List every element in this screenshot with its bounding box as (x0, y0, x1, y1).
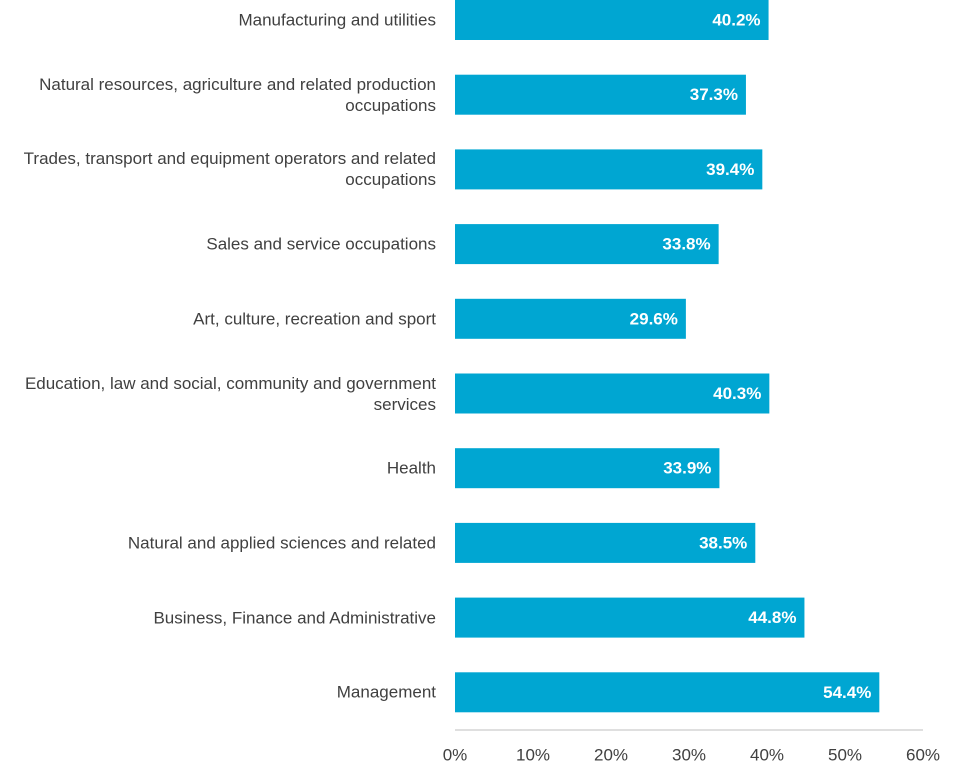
value-label: 38.5% (699, 533, 747, 552)
value-label: 40.2% (712, 10, 760, 29)
category-label: Business, Finance and Administrative (153, 608, 436, 628)
x-tick-label: 60% (906, 745, 940, 764)
bar (455, 149, 763, 190)
bar (455, 522, 756, 563)
x-tick-label: 10% (516, 745, 550, 764)
category-label: Sales and service occupations (206, 234, 436, 254)
category-label: Management (336, 682, 436, 702)
bar (455, 74, 746, 115)
value-label: 44.8% (748, 608, 796, 627)
category-label: Trades, transport and equipment operator… (23, 149, 436, 190)
bar (455, 448, 720, 489)
bar (455, 373, 770, 414)
x-tick-label: 50% (828, 745, 862, 764)
value-label: 33.9% (663, 459, 711, 478)
value-label: 33.8% (662, 235, 710, 254)
category-label: Education, law and social, community and… (24, 373, 436, 414)
category-label: Art, culture, recreation and sport (193, 309, 436, 329)
value-label: 29.6% (630, 309, 678, 328)
value-label: 54.4% (823, 683, 871, 702)
bar (455, 298, 686, 339)
x-tick-label: 40% (750, 745, 784, 764)
bar (455, 597, 805, 638)
x-tick-label: 30% (672, 745, 706, 764)
value-label: 40.3% (713, 384, 761, 403)
category-label: Natural and applied sciences and related (127, 533, 436, 553)
category-label: Natural resources, agriculture and relat… (39, 74, 436, 115)
bar (455, 672, 880, 713)
value-label: 39.4% (706, 160, 754, 179)
category-label: Health (386, 458, 436, 478)
bar (455, 0, 769, 40)
bar (455, 224, 719, 265)
x-tick-label: 20% (594, 745, 628, 764)
x-tick-label: 0% (443, 745, 468, 764)
value-label: 37.3% (690, 85, 738, 104)
category-label: Manufacturing and utilities (238, 10, 436, 30)
